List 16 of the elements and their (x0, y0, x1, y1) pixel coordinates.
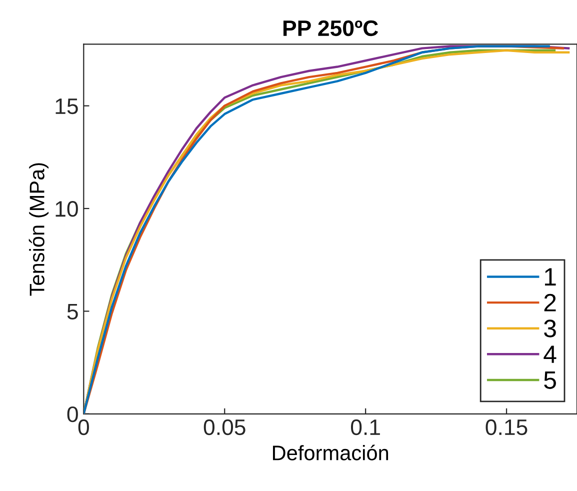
legend-label: 2 (544, 294, 556, 312)
legend-label: 5 (544, 372, 556, 389)
y-axis-title: Tensión (MPa) (28, 163, 49, 296)
y-tick-label: 5 (67, 304, 78, 320)
legend-label: 3 (544, 320, 556, 338)
legend-label: 1 (545, 268, 556, 286)
chart-title: PP 250ºC (283, 20, 378, 36)
x-axis-title: Deformación (272, 444, 388, 460)
x-tick-label: 0.1 (350, 419, 380, 436)
legend-label: 4 (544, 346, 556, 363)
y-tick-label: 10 (56, 201, 78, 217)
x-tick-label: 0.05 (204, 419, 246, 436)
x-tick-label: 0.15 (486, 419, 528, 436)
y-tick-label: 15 (56, 98, 78, 114)
y-tick-label: 0 (67, 406, 78, 422)
x-tick-label: 0 (78, 419, 89, 436)
